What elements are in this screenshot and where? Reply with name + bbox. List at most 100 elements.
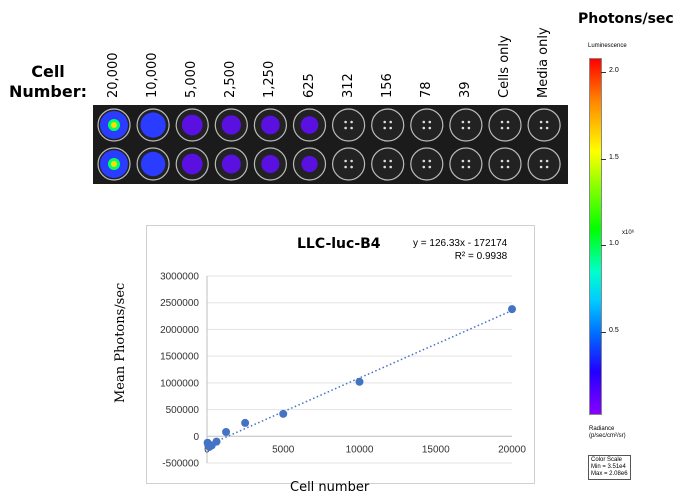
well-dot — [500, 120, 504, 124]
well-signal — [261, 154, 280, 174]
well-dot — [539, 159, 543, 163]
well-dot — [539, 126, 543, 130]
well — [371, 147, 405, 181]
well-dot — [350, 159, 353, 163]
data-point — [222, 428, 231, 437]
well-dot — [422, 159, 426, 163]
well-dot — [389, 120, 393, 124]
radiance-title: Radiance — [589, 426, 615, 432]
data-point — [241, 418, 250, 427]
well-dot — [344, 120, 347, 124]
well-signal — [221, 154, 241, 174]
r-squared-text: R² = 0.9938 — [454, 251, 508, 262]
well-dot — [389, 159, 393, 163]
colorbar-title: Photons/sec — [578, 11, 674, 27]
color-scale-label: Color Scale — [591, 457, 623, 463]
y-tick-label: 3000000 — [160, 272, 199, 283]
well-signal — [140, 151, 166, 177]
well-dot — [344, 126, 347, 130]
colorbar-tick — [601, 158, 606, 160]
equation-text: y = 126.33x - 172174 — [413, 238, 508, 249]
well-dot — [545, 159, 549, 163]
y-tick-label: 1500000 — [160, 352, 199, 363]
well-signal — [181, 153, 203, 175]
well-dot — [383, 126, 387, 130]
well — [527, 147, 561, 181]
well — [332, 147, 366, 181]
well-dot — [506, 165, 510, 169]
well-dot — [461, 120, 465, 124]
well — [410, 147, 444, 181]
well-plate-svg — [97, 108, 561, 181]
well-dot — [545, 120, 549, 124]
colorbar-tick — [601, 245, 606, 247]
well-dot — [467, 126, 471, 130]
luminescence-label: Luminescence — [588, 43, 627, 49]
well-signal-hotspot — [111, 161, 117, 167]
well-signal — [221, 115, 241, 135]
well-dot — [545, 126, 549, 130]
well — [332, 108, 366, 142]
colorbar — [589, 58, 602, 415]
well-dot — [467, 120, 471, 124]
well-dot — [389, 126, 393, 130]
well-dot — [506, 126, 510, 130]
well-signal — [181, 114, 203, 136]
data-point — [203, 438, 212, 447]
y-tick-label: -500000 — [162, 459, 199, 470]
y-axis-label: Mean Photons/sec — [113, 282, 128, 403]
color-scale-min: Min = 3.51e4 — [591, 464, 626, 470]
x-tick-label: 5000 — [272, 444, 295, 455]
well-signal — [140, 112, 166, 138]
x-axis-label: Cell number — [290, 480, 370, 495]
well-dot — [344, 165, 347, 169]
well-dot — [539, 120, 543, 124]
well-dot — [383, 165, 387, 169]
well-dot — [344, 159, 347, 163]
radiance-label: Radiance (p/sec/cm²/sr) — [589, 426, 679, 440]
well-dot — [461, 159, 465, 163]
x-tick-label: 20000 — [498, 444, 526, 455]
well-dot — [383, 120, 387, 124]
cell-number-label: Cell Number: — [8, 62, 88, 101]
colorbar-tick-label: 0.5 — [609, 327, 619, 335]
well-dot — [350, 126, 353, 130]
well-dot — [422, 120, 426, 124]
data-point — [355, 377, 364, 386]
well — [449, 108, 483, 142]
well-dot — [383, 159, 387, 163]
well-dot — [428, 165, 432, 169]
data-point — [279, 409, 288, 418]
well-signal — [301, 155, 318, 173]
well-dot — [467, 165, 471, 169]
colorbar-exponent: x10⁶ — [622, 230, 635, 236]
y-tick-label: 2500000 — [160, 298, 199, 309]
well-dot — [500, 159, 504, 163]
well — [488, 147, 522, 181]
well-dot — [467, 159, 471, 163]
well-dot — [500, 126, 504, 130]
well-dot — [506, 159, 510, 163]
well-dot — [506, 120, 510, 124]
y-tick-label: 500000 — [166, 405, 200, 416]
data-point — [508, 305, 516, 314]
color-scale-max: Max = 2.08e6 — [591, 471, 628, 477]
colorbar-tick-label: 1.0 — [609, 240, 619, 248]
well-dot — [350, 120, 353, 124]
chart-title: LLC-luc-B4 — [297, 236, 381, 252]
well — [371, 108, 405, 142]
trendline-equation: y = 126.33x - 172174 R² = 0.9938 — [413, 237, 507, 263]
well-plate-image — [93, 105, 568, 184]
colorbar-tick-label: 1.5 — [609, 153, 619, 161]
well — [488, 108, 522, 142]
color-scale-box: Color Scale Min = 3.51e4 Max = 2.08e6 — [588, 455, 631, 480]
well-dot — [461, 126, 465, 130]
well-dot — [539, 165, 543, 169]
well-signal-hotspot — [111, 122, 117, 128]
well-dot — [500, 165, 504, 169]
y-tick-label: 2000000 — [160, 325, 199, 336]
well-dot — [422, 126, 426, 130]
well-dot — [545, 165, 549, 169]
well — [449, 147, 483, 181]
